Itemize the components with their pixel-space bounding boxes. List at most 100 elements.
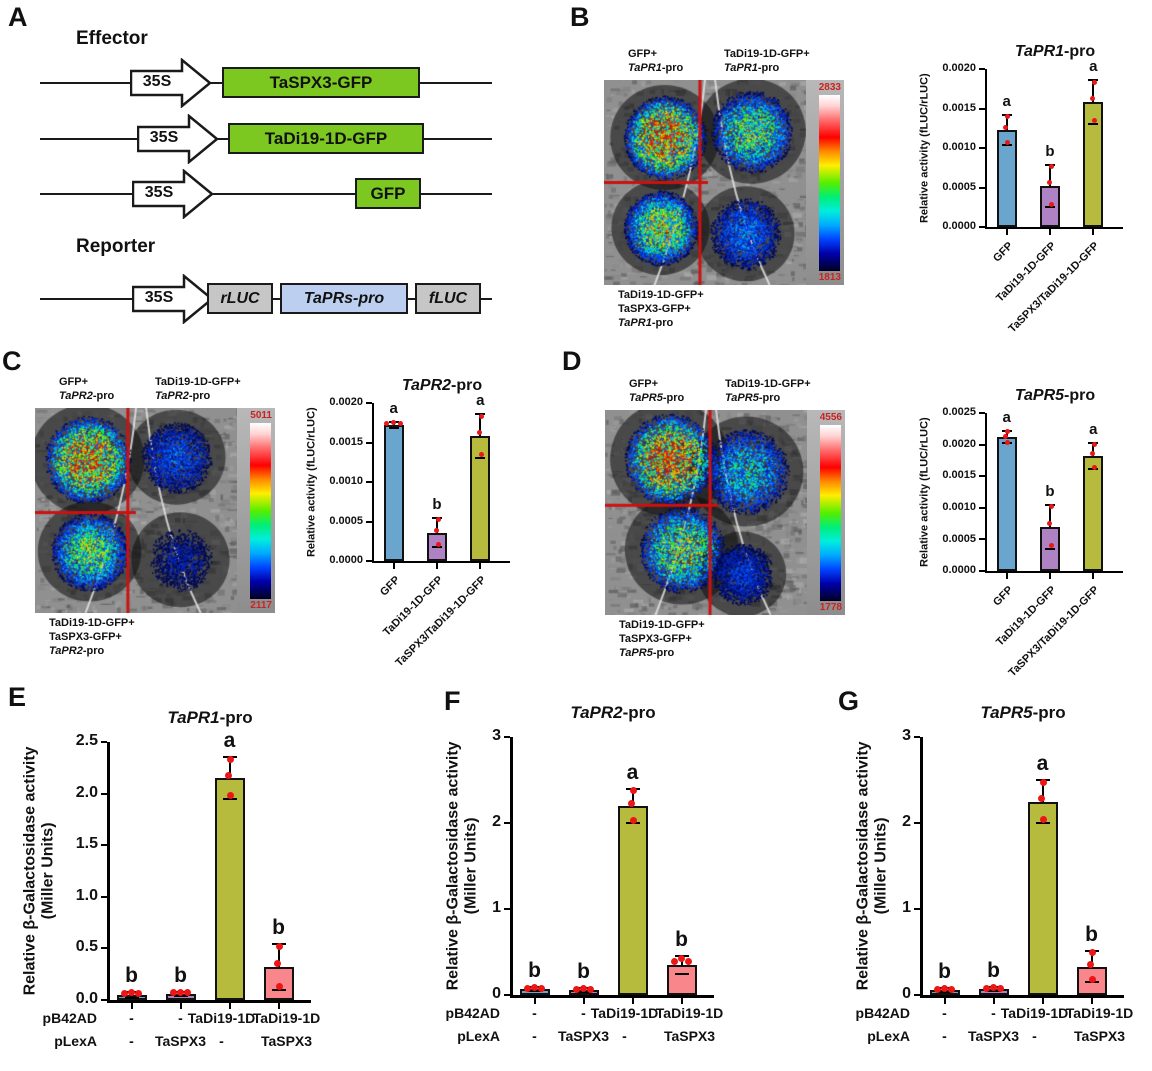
data-point-dot [434,528,439,533]
error-bar-cap-bottom [475,457,485,459]
x-tick-mark [393,563,395,569]
y-tick-mark [914,736,920,738]
significance-letter: b [417,496,457,513]
effector-construct-tadi19: 35S TaDi19-1D-GFP [40,114,492,164]
x-row-value: TaSPX3 [1040,1028,1152,1044]
data-point-dot [225,772,232,779]
y-tick-mark [979,226,985,228]
panel-c-label: C [2,346,22,377]
x-row-value: TaDi19-1D [1040,1005,1152,1021]
panel-c-leaf-figure: GFP+ TaPR2-pro TaDi19-1D-GFP+ TaPR2-pro 5011… [35,376,280,676]
y-tick-mark [979,507,985,509]
y-tick-label: 0.0010 [916,501,976,513]
leaf-label-top-right: TaDi19-1D-GFP+ TaPR5-pro [725,378,811,406]
error-bar-cap-bottom [1045,206,1055,208]
y-tick-label: 0.0015 [303,436,363,448]
y-tick-label: 0.0010 [916,141,976,153]
y-tick-mark [979,68,985,70]
data-point-dot [436,542,441,547]
significance-letter: b [1030,483,1070,500]
y-axis-label: Relative β-Galactosidase activity (Miller… [844,737,900,995]
data-point-dot [685,958,692,965]
leaf-label-top-left: GFP+ TaPR1-pro [628,48,683,76]
bar [384,425,404,561]
y-tick-label: 2.5 [11,732,98,750]
y-tick-mark [101,793,107,795]
y-tick-label: 0.0020 [916,438,976,450]
promoter-arrow-35s: 35S [132,169,214,219]
y-tick-label: 0.0000 [303,554,363,566]
data-point-dot [587,986,594,993]
data-point-dot [671,958,678,965]
bar [618,806,648,995]
y-tick-mark [979,538,985,540]
y-tick-mark [979,570,985,572]
promoter-label: 35S [132,73,182,91]
x-tick-mark [1006,573,1008,579]
colorbar-min-value: 1778 [820,602,842,613]
data-point-dot [934,986,941,993]
y-tick-mark [366,560,372,562]
chart-title: TaPR2-pro [480,703,746,723]
x-tick-mark [1042,998,1044,1004]
significance-letter: b [259,916,299,940]
y-tick-label: 0.0005 [303,515,363,527]
panel-a-label: A [8,2,28,33]
data-point-dot [1049,202,1054,207]
y-tick-mark [366,481,372,483]
leaf-label-bottom: TaDi19-1D-GFP+ TaSPX3-GFP+ TaPR1-pro [618,289,704,330]
y-tick-mark [979,475,985,477]
panel-b-leaf-figure: GFP+ TaPR1-pro TaDi19-1D-GFP+ TaPR1-pro 2833… [604,48,849,348]
chart-tapr1-pro-luc: TaPR1-pro Relative activity (fLUC/rLUC) 0.… [916,43,1146,353]
y-axis-label-text: Relative β-Galactosidase activity (Miller… [444,742,480,991]
x-tick-mark [993,998,995,1004]
y-tick-label: 2.0 [11,784,98,802]
reporter-heading: Reporter [76,236,155,258]
chart-title: TaPR2-pro [342,377,542,395]
error-bar-cap-bottom [1045,548,1055,550]
y-tick-mark [101,896,107,898]
y-tick-mark [979,147,985,149]
data-point-dot [276,943,283,950]
y-tick-mark [979,412,985,414]
panel-d-label: D [562,346,582,377]
data-point-dot [1087,961,1094,968]
data-point-dot [276,983,283,990]
y-axis-label: Relative β-Galactosidase activity (Miller… [11,742,67,1000]
data-point-dot [1040,779,1047,786]
y-tick-label: 3 [434,727,501,745]
x-tick-mark [944,998,946,1004]
data-point-dot [1092,465,1097,470]
significance-letter: a [374,400,414,417]
x-axis-line [920,995,1124,998]
bar [1083,456,1103,571]
data-point-dot [1049,164,1054,169]
significance-letter: b [1030,143,1070,160]
x-tick-mark [436,563,438,569]
y-tick-label: 0.0020 [303,396,363,408]
data-point-dot [524,985,531,992]
chart-title: TaPR5-pro [955,387,1152,405]
data-point-dot [630,787,637,794]
y-tick-label: 0.0015 [916,469,976,481]
leaf-label-top-left: GFP+ TaPR5-pro [629,378,684,406]
x-tick-mark [681,998,683,1004]
x-axis-line [510,995,714,998]
significance-letter: a [210,729,250,753]
x-row-value: TaSPX3 [227,1033,347,1049]
colorbar-min-value: 1813 [819,272,841,283]
luminescence-colorbar: 4556 1778 [807,410,845,615]
y-tick-label: 0.0000 [916,564,976,576]
x-tick-mark [229,1003,231,1009]
promoter-arrow-35s: 35S [132,274,214,324]
data-point-dot [479,414,484,419]
y-tick-mark [979,187,985,189]
data-point-dot [941,985,948,992]
y-tick-label: 1.5 [11,835,98,853]
error-bar-cap-bottom [675,973,689,975]
data-point-dot [1089,949,1096,956]
y-tick-mark [504,994,510,996]
y-tick-label: 1.0 [11,887,98,905]
x-axis-line [107,1000,311,1003]
y-tick-label: 0.5 [11,938,98,956]
